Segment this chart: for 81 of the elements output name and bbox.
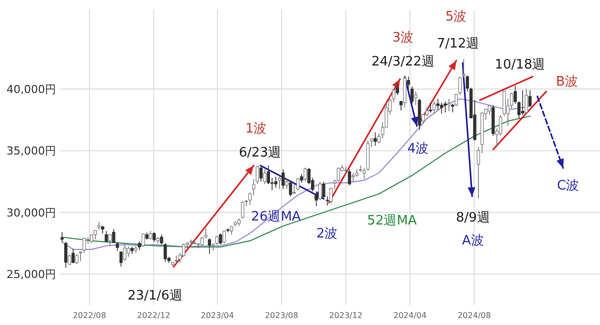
candlestick [82,237,86,254]
annotation: 6/23週 [238,146,282,160]
candlestick [314,191,318,207]
candlestick [248,192,252,206]
candlestick [278,174,282,190]
candlestick [374,132,377,146]
annotation: 2波 [316,226,338,242]
candlestick [524,88,528,114]
candlestick [282,168,285,190]
candlestick [462,58,466,78]
candlestick [451,103,454,113]
candlestick [432,100,436,114]
x-tick-label: 2024/04 [393,311,427,320]
candlestick [259,166,263,182]
candlestick [336,167,340,182]
candlestick [64,241,68,268]
candlestick [142,233,145,248]
candlestick [152,232,156,242]
candlestick [396,82,399,96]
annotation: 1波 [245,122,267,136]
x-tick-label: 2022/12 [137,311,170,320]
candlestick [75,254,78,264]
candlestick [285,178,288,190]
x-tick-label: 2023/12 [329,311,362,320]
candlestick [414,91,418,106]
candlestick [296,177,300,191]
candlestick [447,98,451,112]
candlestick [208,238,212,254]
x-tick-label: 2023/04 [200,311,234,320]
y-tick-label: 30,000円 [6,206,56,220]
candlestick [60,232,64,242]
candlestick [222,230,226,244]
y-tick-label: 25,000円 [6,268,56,282]
candlestick [329,187,333,204]
candlestick [288,180,292,197]
candlestick [528,90,532,107]
candlestick [428,102,432,113]
y-tick-label: 35,000円 [6,144,56,158]
annotation: 24/3/22週 [371,54,435,70]
annotation: 5波 [445,10,467,24]
candlestick [68,254,72,266]
candlestick [362,168,366,180]
annotation: 23/1/6週 [128,288,182,304]
candlestick [304,167,307,182]
annotation: 26週MA [251,210,301,224]
candlestick [399,100,403,111]
candlestick [436,98,440,110]
candlestick [189,239,193,248]
candlestick [94,230,97,240]
annotation: B波 [556,74,578,90]
candlestick [476,146,480,199]
candlestick [444,100,447,113]
candlestick [218,233,222,245]
x-tick-label: 2024/08 [458,311,491,320]
candlestick [263,168,266,184]
candlestick [292,184,296,194]
candlestick [123,244,126,262]
x-tick-label: 2022/08 [72,311,106,320]
annotation: 8/9週 [456,210,490,226]
annotation: 52週MA [367,214,417,228]
annotation: C波 [556,178,580,194]
candlestick [126,246,130,258]
candlestick [72,248,75,264]
annotation: 7/12週 [436,36,480,52]
candlestick [440,102,444,114]
annotation: 10/18週 [494,58,546,72]
candlestick [358,165,362,172]
candlestick [108,234,112,247]
candlestick [318,181,322,200]
x-tick-label: 2023/08 [264,311,298,320]
candlestick [498,114,502,136]
y-tick-label: 40,000円 [6,82,56,96]
candlestick [274,176,278,188]
candlestick [488,104,492,116]
candlestick [521,90,524,116]
annotation: A波 [462,234,484,248]
candlestick [119,252,123,267]
annotation: 3波 [392,30,414,46]
candlestick [348,168,352,186]
annotation: 4波 [407,142,429,156]
candlestick [241,200,244,219]
